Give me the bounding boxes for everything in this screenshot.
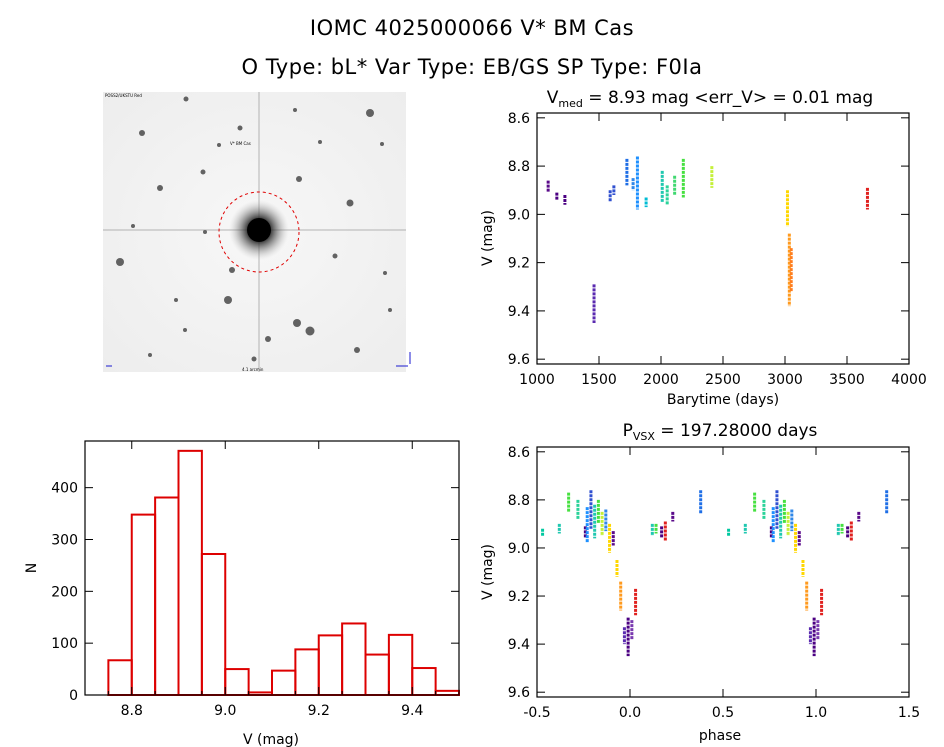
histogram-y-tick-label: 300 — [51, 532, 78, 548]
light-curve-y-tick-label: 8.6 — [508, 111, 530, 127]
histogram-bar — [411, 667, 437, 697]
phase-plot-x-tick-label: 0.5 — [712, 705, 734, 721]
light-curve-data — [546, 156, 869, 323]
histogram-bar — [224, 668, 250, 696]
phase-plot-x-tick-label: 1.0 — [805, 705, 827, 721]
histogram-bar — [271, 669, 297, 696]
target-label: V* BM Cas — [230, 141, 251, 146]
light-curve-y-tick-label: 8.8 — [508, 159, 530, 175]
histogram-bar — [177, 449, 203, 696]
phase-plot-x-tick-label: 1.5 — [898, 705, 920, 721]
histogram-x-label: V (mag) — [243, 732, 299, 747]
phase-plot-y-tick-label: 9.0 — [508, 541, 530, 557]
histogram-x-tick-label: 9.0 — [214, 703, 236, 719]
phase-plot-frame — [536, 446, 910, 698]
light-curve-x-tick-label: 1500 — [581, 372, 617, 388]
histogram-x-tick-label: 8.8 — [121, 703, 143, 719]
histogram-bar — [154, 496, 180, 696]
field-stars — [116, 96, 392, 362]
light-curve-title: Vmed = 8.93 mag <err_V> = 0.01 mag — [547, 88, 873, 110]
phase-plot-x-label: phase — [699, 728, 741, 744]
light-curve-frame — [536, 112, 910, 365]
phase-plot-y-tick-label: 9.2 — [508, 589, 530, 605]
histogram-bar — [130, 513, 157, 696]
histogram-bar — [341, 622, 367, 697]
histogram-bar — [317, 634, 344, 696]
histogram-x-tick-label: 9.4 — [401, 703, 423, 719]
phase-plot: PVSX = 197.28000 days -0.5 0.0 0.5 1.0 1.5 8.… — [480, 421, 920, 744]
histogram-y-tick-label: 100 — [51, 636, 78, 652]
phase-plot-data — [541, 490, 889, 657]
histogram-y-tick-label: 0 — [69, 688, 78, 704]
light-curve-x-tick-label: 1000 — [519, 372, 555, 388]
phase-plot-y-tick-label: 8.6 — [508, 445, 530, 461]
chart-title-line-2: O Type: bL* Var Type: EB/GS SP Type: F0I… — [241, 55, 703, 79]
histogram-plot: 8.8 9.0 9.2 9.4 0 100 200 300 400 V (mag) N — [24, 440, 460, 747]
light-curve-x-tick-label: 3500 — [829, 372, 865, 388]
phase-plot-x-tick-label: 0.0 — [619, 705, 641, 721]
histogram-x-tick-label: 9.2 — [308, 703, 330, 719]
light-curve-x-tick-label: 2500 — [705, 372, 741, 388]
survey-label: POSS2/UKSTU Red — [105, 93, 142, 98]
histogram-axes: 8.8 9.0 9.2 9.4 0 100 200 300 400 — [51, 441, 459, 719]
light-curve-y-tick-label: 9.4 — [508, 304, 530, 320]
histogram-y-label: N — [24, 563, 40, 573]
histogram-bars — [107, 449, 460, 697]
light-curve-y-tick-label: 9.0 — [508, 207, 530, 223]
phase-plot-axes: -0.5 0.0 0.5 1.0 1.5 8.6 8.8 9.0 9.2 9.4 9.6 — [508, 445, 920, 721]
light-curve-y-tick-label: 9.2 — [508, 256, 530, 272]
light-curve-y-label: V (mag) — [480, 210, 496, 266]
histogram-frame — [84, 440, 460, 696]
light-curve-x-tick-label: 3000 — [767, 372, 803, 388]
scale-label: 4.1 arcmin — [242, 367, 264, 372]
light-curve-x-tick-label: 2000 — [643, 372, 679, 388]
phase-plot-y-tick-label: 8.8 — [508, 493, 530, 509]
light-curve-axes: 1000 1500 2000 2500 3000 3500 4000 8.6 8.8 9.0 9.2… — [508, 111, 927, 388]
phase-plot-x-tick-label: -0.5 — [523, 705, 550, 721]
phase-plot-y-label: V (mag) — [480, 544, 496, 600]
chart-title-line-1: IOMC 4025000066 V* BM Cas — [309, 16, 635, 40]
histogram-bar — [107, 659, 133, 697]
phase-plot-title: PVSX = 197.28000 days — [623, 421, 818, 443]
target-star — [103, 92, 406, 372]
histogram-bar — [364, 653, 390, 696]
histogram-y-tick-label: 200 — [51, 584, 78, 600]
histogram-bar — [434, 689, 460, 697]
histogram-bar — [387, 633, 414, 696]
histogram-y-tick-label: 400 — [51, 481, 78, 497]
phase-plot-y-tick-label: 9.4 — [508, 637, 530, 653]
phase-plot-y-tick-label: 9.6 — [508, 685, 530, 701]
target-circle-marker — [218, 191, 300, 273]
compass-icon — [396, 352, 411, 367]
light-curve-plot: Vmed = 8.93 mag <err_V> = 0.01 mag 1000 1… — [480, 88, 927, 408]
light-curve-y-tick-label: 9.6 — [508, 352, 530, 368]
light-curve-x-label: Barytime (days) — [667, 392, 779, 408]
histogram-bar — [294, 648, 320, 696]
light-curve-x-tick-label: 4000 — [891, 372, 927, 388]
histogram-bar — [200, 553, 227, 697]
